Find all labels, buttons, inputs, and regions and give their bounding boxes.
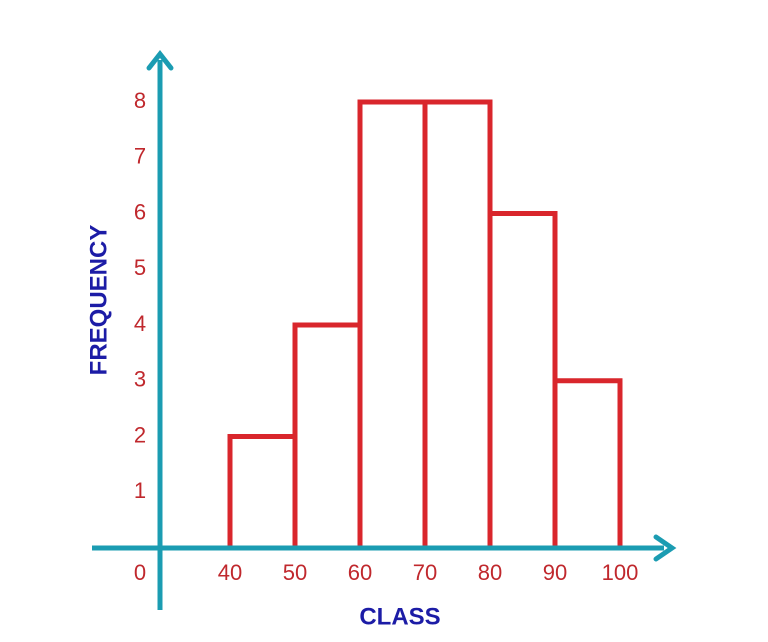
x-tick-label: 90 [543, 560, 567, 585]
bar [357, 99, 428, 551]
y-axis-arrow [146, 49, 174, 71]
x-tick-label: 100 [602, 560, 639, 585]
x-tick-label: 40 [218, 560, 242, 585]
x-axis-arrow [653, 534, 677, 562]
y-tick-label: 7 [134, 144, 146, 169]
x-tick-label: 80 [478, 560, 502, 585]
bar [552, 378, 623, 551]
origin-label: 0 [134, 560, 146, 585]
y-tick-label: 6 [134, 199, 146, 224]
bar [227, 434, 298, 551]
y-tick-label: 5 [134, 255, 146, 280]
bar [292, 322, 363, 551]
y-tick-label: 1 [134, 478, 146, 503]
bar [487, 211, 558, 551]
x-tick-label: 70 [413, 560, 437, 585]
x-tick-label: 60 [348, 560, 372, 585]
y-tick-label: 8 [134, 88, 146, 113]
x-axis-title: CLASS [359, 603, 440, 630]
y-axis-title: FREQUENCY [85, 225, 112, 376]
x-tick-label: 50 [283, 560, 307, 585]
y-tick-label: 3 [134, 367, 146, 392]
bar [422, 99, 493, 551]
y-tick-label: 2 [134, 422, 146, 447]
y-tick-label: 4 [134, 311, 146, 336]
